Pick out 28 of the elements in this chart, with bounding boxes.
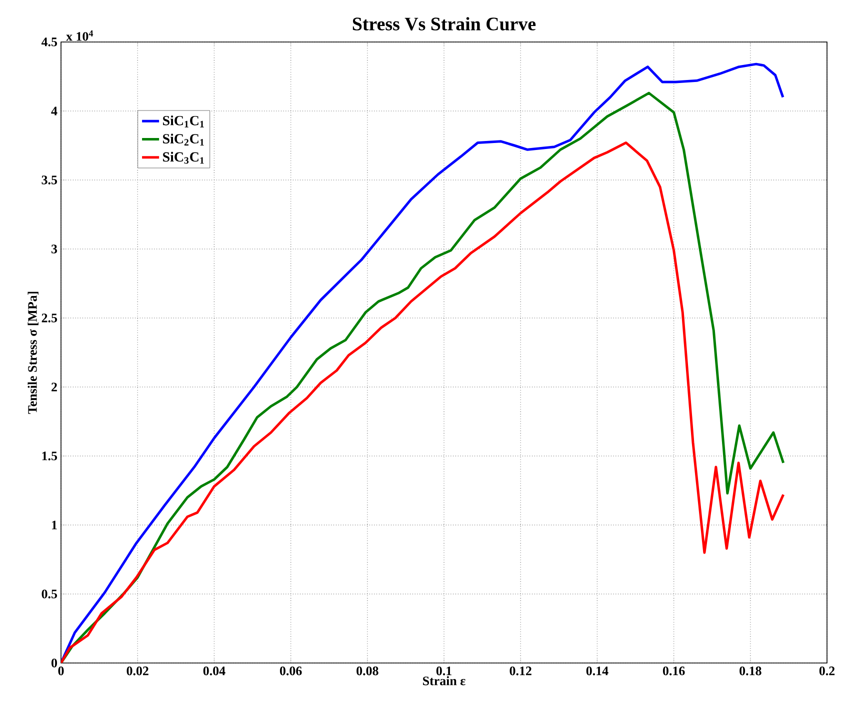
legend-label: SiC$_{1}$C$_{1}$ [163, 115, 204, 128]
x-tick-label: 0.2 [819, 666, 835, 676]
legend-label: SiC$_{2}$C$_{1}$ [163, 134, 204, 146]
x-tick-label: 0.1 [436, 666, 452, 676]
y-tick-label: 1.5 [42, 452, 58, 460]
y-tick-label: 4.5 [41, 38, 58, 46]
chart-title: Stress Vs Strain Curve [352, 17, 536, 30]
y-axis-title: Tensile Stress σ [MPa] [28, 292, 38, 414]
text: x 10$^{4}$ [66, 30, 94, 41]
x-tick-label: 0.12 [510, 666, 532, 676]
y-tick-label: 2 [52, 382, 57, 392]
x-tick-label: 0.06 [280, 666, 302, 676]
y-tick-label: 4 [51, 106, 58, 116]
y-tick-label: 3.5 [42, 176, 58, 184]
x-tick-label: 0 [58, 666, 64, 676]
x-axis-title: Strain ε [423, 676, 466, 686]
x-tick-label: 0.16 [662, 666, 685, 676]
x-tick-label: 0.14 [586, 666, 608, 676]
legend-label: SiC$_{3}$C$_{1}$ [163, 152, 204, 164]
y-tick-label: 2.5 [42, 314, 58, 322]
y-tick-label: 0 [52, 658, 57, 668]
y-tick-label: 3 [51, 244, 58, 254]
y-tick-label: 1 [52, 520, 57, 530]
y-tick-label: 0.5 [42, 590, 58, 598]
x-tick-label: 0.02 [126, 666, 148, 676]
x-tick-label: 0.04 [203, 666, 226, 676]
x-tick-label: 0.18 [740, 666, 762, 676]
x-tick-label: 0.08 [356, 666, 378, 676]
